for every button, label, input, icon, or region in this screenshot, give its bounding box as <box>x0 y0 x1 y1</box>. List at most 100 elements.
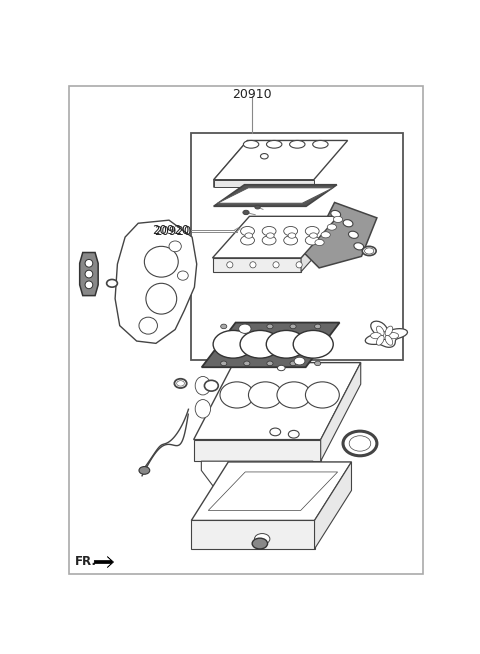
Ellipse shape <box>267 324 273 329</box>
Ellipse shape <box>273 262 279 268</box>
Ellipse shape <box>290 324 296 329</box>
Polygon shape <box>192 521 314 549</box>
Ellipse shape <box>288 233 296 238</box>
Polygon shape <box>80 252 98 296</box>
Ellipse shape <box>334 216 343 222</box>
Polygon shape <box>193 439 321 461</box>
Ellipse shape <box>243 211 249 215</box>
Ellipse shape <box>266 330 306 358</box>
Ellipse shape <box>343 220 353 227</box>
Ellipse shape <box>85 270 93 278</box>
Ellipse shape <box>204 381 218 391</box>
Ellipse shape <box>267 361 273 366</box>
Polygon shape <box>94 557 114 568</box>
Polygon shape <box>213 216 338 258</box>
Ellipse shape <box>139 466 150 474</box>
Ellipse shape <box>284 235 298 245</box>
Ellipse shape <box>284 226 298 235</box>
Ellipse shape <box>245 233 252 238</box>
Ellipse shape <box>243 141 259 148</box>
Polygon shape <box>321 362 361 461</box>
Ellipse shape <box>290 361 296 366</box>
Ellipse shape <box>261 154 268 159</box>
Ellipse shape <box>144 247 178 277</box>
Ellipse shape <box>195 400 211 418</box>
Polygon shape <box>115 220 197 343</box>
Ellipse shape <box>293 330 333 358</box>
Ellipse shape <box>385 326 393 336</box>
Text: 20920: 20920 <box>153 224 190 237</box>
Ellipse shape <box>327 224 336 230</box>
Ellipse shape <box>305 382 339 408</box>
Ellipse shape <box>376 326 384 336</box>
Ellipse shape <box>244 324 250 329</box>
Ellipse shape <box>252 538 267 549</box>
Ellipse shape <box>262 226 276 235</box>
Ellipse shape <box>277 366 285 371</box>
Ellipse shape <box>294 357 305 365</box>
Bar <box>191 133 403 360</box>
Polygon shape <box>217 188 333 203</box>
Polygon shape <box>214 184 337 206</box>
Ellipse shape <box>107 279 118 287</box>
Ellipse shape <box>331 211 341 218</box>
Ellipse shape <box>388 333 398 339</box>
Ellipse shape <box>195 377 211 395</box>
Ellipse shape <box>296 262 302 268</box>
Polygon shape <box>214 141 348 180</box>
Ellipse shape <box>305 226 319 235</box>
Ellipse shape <box>213 330 253 358</box>
Ellipse shape <box>240 235 254 245</box>
Polygon shape <box>314 462 351 549</box>
Ellipse shape <box>270 428 281 436</box>
Ellipse shape <box>312 141 328 148</box>
Ellipse shape <box>314 324 321 329</box>
Polygon shape <box>365 321 408 347</box>
Ellipse shape <box>250 262 256 268</box>
Ellipse shape <box>288 430 299 438</box>
Text: 20920: 20920 <box>154 225 192 238</box>
Ellipse shape <box>362 247 376 256</box>
Ellipse shape <box>239 324 251 334</box>
Ellipse shape <box>277 382 311 408</box>
Ellipse shape <box>244 361 250 366</box>
Text: 20910: 20910 <box>232 88 272 101</box>
Ellipse shape <box>169 241 181 252</box>
Polygon shape <box>193 362 361 439</box>
Ellipse shape <box>254 534 270 544</box>
Ellipse shape <box>371 333 382 339</box>
Ellipse shape <box>314 361 321 366</box>
Ellipse shape <box>240 226 254 235</box>
Ellipse shape <box>178 271 188 280</box>
Text: FR.: FR. <box>75 555 97 568</box>
Ellipse shape <box>85 260 93 267</box>
Polygon shape <box>213 258 301 272</box>
Ellipse shape <box>174 379 187 388</box>
Ellipse shape <box>177 381 184 386</box>
Ellipse shape <box>321 232 330 238</box>
Ellipse shape <box>376 336 384 345</box>
Ellipse shape <box>139 317 157 334</box>
Ellipse shape <box>348 232 359 238</box>
Ellipse shape <box>240 330 280 358</box>
Ellipse shape <box>385 336 393 345</box>
Ellipse shape <box>266 233 274 238</box>
Ellipse shape <box>354 243 364 250</box>
Ellipse shape <box>289 141 305 148</box>
Ellipse shape <box>85 281 93 288</box>
Polygon shape <box>214 180 314 188</box>
Polygon shape <box>192 462 351 521</box>
Ellipse shape <box>305 235 319 245</box>
Ellipse shape <box>266 141 282 148</box>
Ellipse shape <box>365 248 374 254</box>
Polygon shape <box>202 322 339 368</box>
Polygon shape <box>301 216 338 272</box>
Ellipse shape <box>255 205 260 209</box>
Polygon shape <box>300 203 377 268</box>
Ellipse shape <box>221 324 227 329</box>
Polygon shape <box>201 461 313 486</box>
Ellipse shape <box>349 436 371 451</box>
Ellipse shape <box>227 262 233 268</box>
Ellipse shape <box>343 431 377 456</box>
Ellipse shape <box>310 233 317 238</box>
